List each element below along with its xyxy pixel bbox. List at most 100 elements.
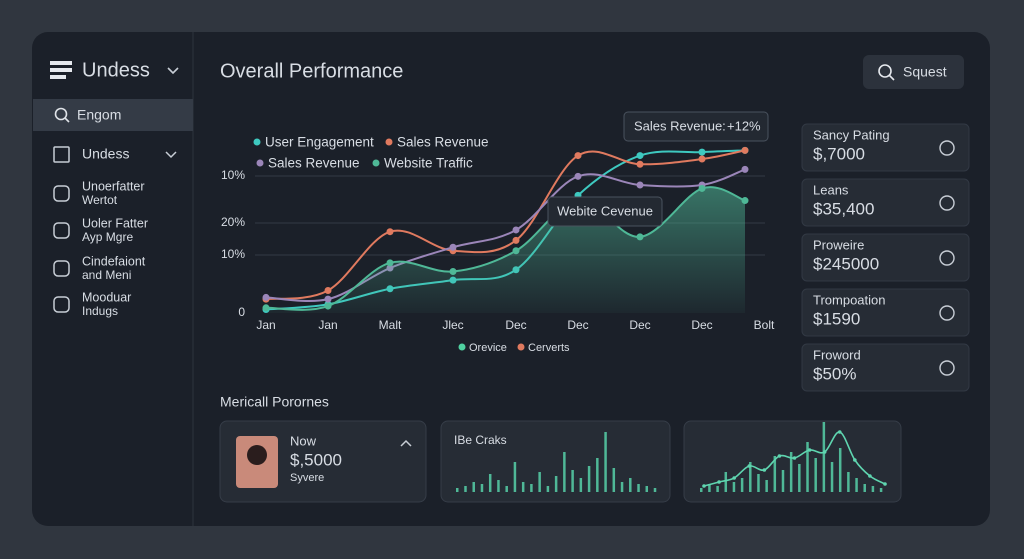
mini-bar bbox=[456, 488, 459, 492]
button-bg bbox=[863, 55, 964, 89]
nav-label: Unoerfatter bbox=[82, 179, 145, 193]
x-label: Bolt bbox=[754, 318, 775, 332]
mini-bar bbox=[579, 478, 583, 492]
mini-bar bbox=[789, 452, 793, 492]
mini-bar bbox=[724, 472, 728, 492]
point bbox=[449, 243, 457, 251]
x-label: Dec bbox=[567, 318, 588, 332]
point bbox=[386, 259, 394, 267]
legend-label: Cerverts bbox=[528, 342, 570, 354]
point bbox=[574, 152, 582, 160]
trend-point bbox=[792, 456, 797, 460]
mini-bar bbox=[554, 476, 558, 492]
point bbox=[262, 293, 270, 301]
nav-icon bbox=[53, 260, 70, 277]
card-bg bbox=[801, 178, 970, 227]
stat-value: $35,400 bbox=[813, 199, 874, 218]
chart: 10% 20% 10% 0 Jan Jan Malt Jlec Dec Dec Dec Dec Bolt… bbox=[221, 111, 775, 354]
stat-label: Leans bbox=[813, 182, 849, 197]
point bbox=[512, 236, 520, 244]
point bbox=[324, 287, 332, 295]
mini-bar bbox=[871, 486, 875, 492]
brand[interactable]: Undess bbox=[50, 59, 179, 81]
mini-bar bbox=[464, 486, 467, 492]
button-icon bbox=[878, 64, 892, 78]
search-button[interactable]: Squest bbox=[863, 55, 964, 89]
legend-label: User Engagement bbox=[265, 135, 374, 150]
stat-value: $,7000 bbox=[813, 144, 865, 163]
area-fill bbox=[266, 187, 745, 313]
stat-card[interactable]: Proweire $245000 bbox=[801, 233, 970, 282]
mini-bar bbox=[505, 486, 508, 492]
point bbox=[636, 233, 644, 241]
mini-bar bbox=[538, 472, 541, 492]
mini-bar bbox=[757, 474, 760, 492]
nav-icon bbox=[53, 222, 70, 239]
point bbox=[698, 155, 706, 163]
nav-sublabel: and Meni bbox=[82, 268, 131, 282]
point bbox=[324, 295, 332, 303]
stat-card[interactable]: Froword $50% bbox=[801, 343, 970, 392]
y-label: 0 bbox=[238, 305, 245, 319]
trend-point bbox=[868, 474, 872, 478]
x-label: Jlec bbox=[442, 318, 463, 332]
mini-bar bbox=[629, 478, 632, 492]
point bbox=[512, 247, 520, 255]
mini-bar bbox=[587, 466, 591, 492]
logo bbox=[50, 61, 72, 65]
stat-card[interactable]: Sancy Pating $,7000 bbox=[801, 123, 970, 172]
x-label: Dec bbox=[691, 318, 712, 332]
stat-card[interactable]: Trompoation $1590 bbox=[801, 288, 970, 337]
mini-bar bbox=[497, 480, 500, 492]
card-bg bbox=[801, 123, 970, 172]
card-title: Now bbox=[290, 433, 317, 448]
stat-card[interactable]: Leans $35,400 bbox=[801, 178, 970, 227]
nav-label: Cindefaiont bbox=[82, 254, 146, 268]
mini-bar bbox=[521, 482, 525, 492]
legend-label: Website Traffic bbox=[384, 156, 473, 171]
stat-label: Trompoation bbox=[813, 292, 886, 307]
mini-bar bbox=[620, 482, 624, 492]
y-label: 20% bbox=[221, 215, 245, 229]
mini-bar bbox=[838, 448, 842, 492]
point bbox=[741, 146, 749, 154]
point bbox=[324, 302, 332, 310]
mini-bar bbox=[546, 486, 550, 492]
mini-bar bbox=[806, 442, 809, 492]
mini-bar bbox=[716, 486, 719, 492]
series-line bbox=[265, 186, 746, 311]
nav-icon bbox=[53, 185, 70, 202]
tooltip-bg bbox=[623, 111, 769, 142]
section-title: Mericall Porornes bbox=[220, 394, 329, 410]
legend-label: Sales Revenue bbox=[397, 135, 489, 150]
nav-label: Uoler Fatter bbox=[82, 216, 148, 230]
stat-icon bbox=[939, 195, 955, 211]
trend-point bbox=[702, 484, 706, 488]
search-box bbox=[33, 99, 193, 131]
mini-bar bbox=[480, 484, 484, 492]
search-icon bbox=[64, 117, 70, 123]
trend-point bbox=[853, 458, 857, 462]
y-label: 10% bbox=[221, 247, 245, 261]
trend-point bbox=[762, 468, 767, 472]
mini-bar bbox=[855, 478, 858, 492]
search[interactable]: Engom bbox=[33, 99, 193, 131]
mini-bar bbox=[798, 464, 801, 492]
card-bg bbox=[801, 343, 970, 392]
mini-bar bbox=[700, 488, 703, 492]
nav-item[interactable]: Undess bbox=[53, 146, 177, 163]
legend-swatch bbox=[253, 138, 261, 146]
card-bg bbox=[801, 288, 970, 337]
stat-value: $50% bbox=[813, 364, 856, 383]
tooltip-label: Webite Cevenue bbox=[557, 203, 653, 218]
legend-swatch bbox=[372, 159, 380, 167]
mini-bar bbox=[530, 484, 533, 492]
tooltip-bg bbox=[547, 196, 663, 227]
